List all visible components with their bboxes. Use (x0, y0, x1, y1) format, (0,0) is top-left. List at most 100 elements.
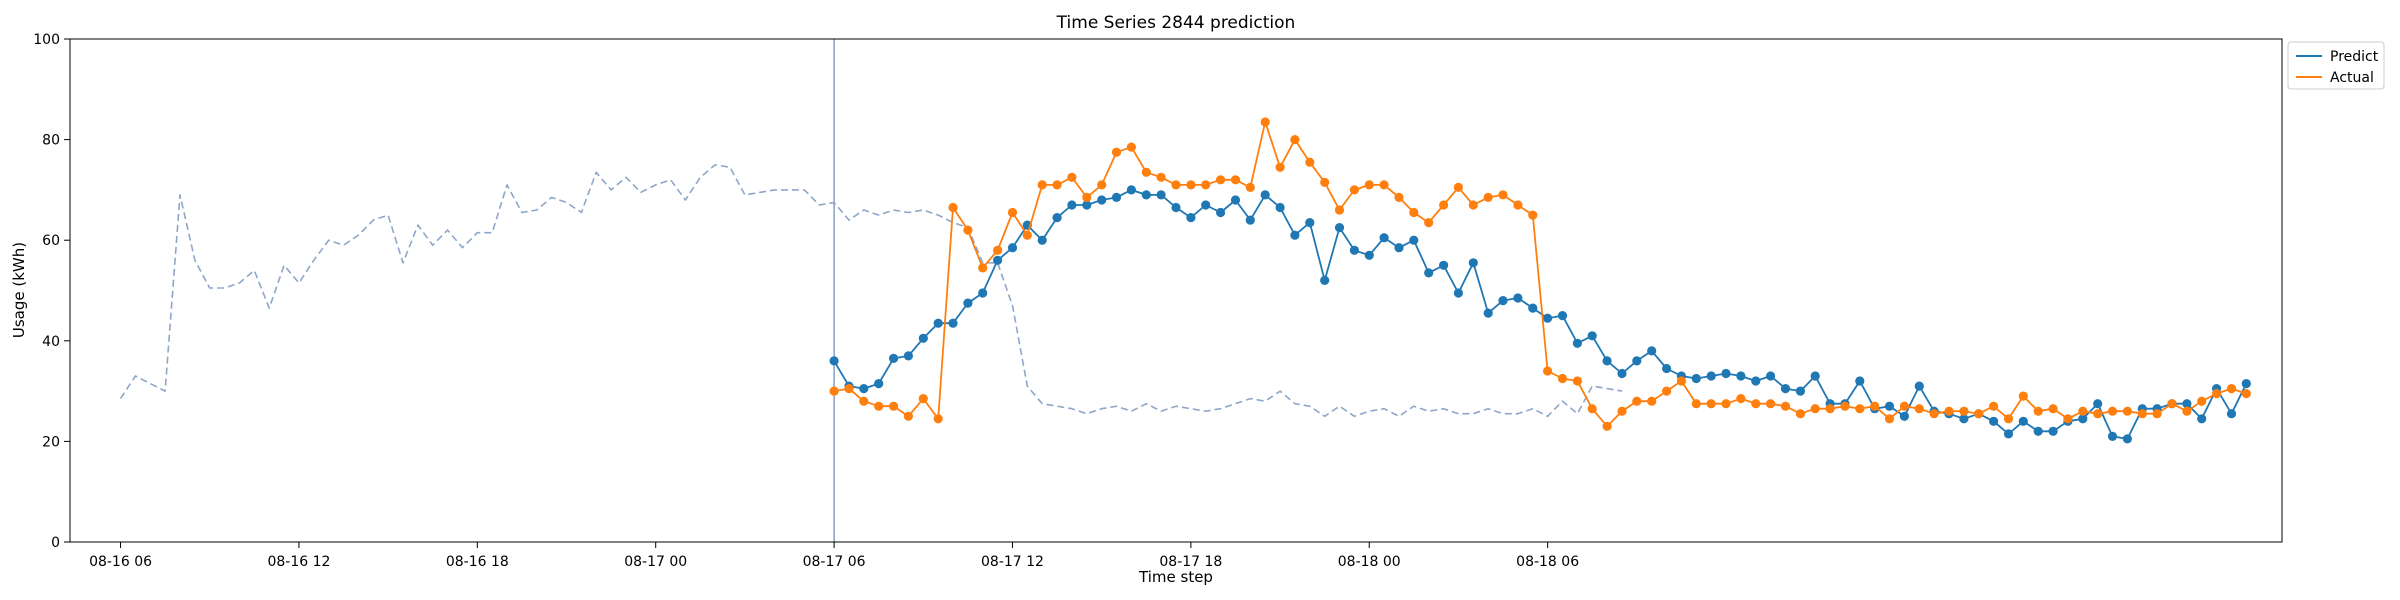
actual-point (1483, 192, 1493, 202)
actual-point (1780, 401, 1791, 411)
actual-point (1572, 376, 1582, 386)
history-series-line (119, 164, 1623, 418)
actual-point (1052, 180, 1062, 190)
predict-point (1007, 243, 1018, 253)
actual-point (1884, 414, 1895, 424)
y-tick-label: 100 (33, 32, 60, 48)
x-tick-label: 08-18 06 (1516, 554, 1579, 570)
y-tick-label: 40 (42, 334, 60, 350)
predict-point (1260, 190, 1270, 200)
actual-point (948, 202, 958, 213)
actual-point (1007, 207, 1018, 218)
actual-point (1676, 376, 1686, 386)
predict-point (829, 356, 839, 366)
predict-point (1513, 293, 1523, 303)
chart-title: Time Series 2844 prediction (1056, 13, 1296, 33)
actual-point (1795, 409, 1805, 419)
predict-point (1706, 371, 1716, 381)
predict-point (1037, 235, 1047, 245)
actual-point (1082, 192, 1092, 202)
actual-point (2152, 409, 2162, 419)
actual-point (2048, 404, 2058, 414)
actual-point (2241, 389, 2251, 399)
actual-point (2212, 389, 2222, 399)
predict-point (2033, 426, 2043, 436)
predict-point (1884, 401, 1895, 411)
actual-point (1736, 394, 1746, 404)
x-axis-label: Time step (1138, 568, 1213, 586)
predict-point (1572, 338, 1582, 348)
predict-point (1691, 373, 1701, 384)
actual-point (1171, 180, 1181, 190)
predict-point (1736, 371, 1746, 381)
predict-point (859, 384, 869, 394)
predict-point (1453, 288, 1463, 298)
predict-point (1379, 233, 1389, 243)
actual-point (1810, 404, 1820, 414)
actual-point (2167, 399, 2177, 409)
predict-point (1855, 376, 1865, 386)
predict-point (978, 288, 988, 298)
actual-point (1840, 401, 1850, 411)
x-tick-label: 08-17 18 (1159, 554, 1222, 570)
actual-point (2003, 414, 2014, 424)
actual-point (1275, 162, 1285, 172)
predict-point (1111, 192, 1122, 202)
predict-point (2107, 431, 2118, 441)
actual-point (1751, 399, 1761, 409)
predict-point (2093, 399, 2103, 409)
actual-point (1944, 406, 1954, 416)
actual-point (2018, 391, 2028, 401)
actual-point (1067, 172, 1077, 182)
actual-point (1409, 207, 1419, 218)
x-tick-label: 08-17 00 (624, 554, 687, 570)
actual-point (1929, 409, 1939, 419)
predict-point (1810, 371, 1820, 381)
predict-point (874, 379, 884, 389)
x-tick-label: 08-16 18 (446, 554, 509, 570)
actual-point (1349, 185, 1359, 195)
actual-point (1394, 192, 1404, 202)
predict-point (1468, 258, 1478, 268)
tick-layer: 0 20 40 60 80 100 08-16 06 08-16 12 08-16 18 08-1… (33, 32, 1579, 570)
predict-point (2182, 399, 2192, 409)
actual-point (1305, 157, 1315, 167)
actual-point (1557, 373, 1568, 384)
actual-point (1691, 399, 1701, 409)
predict-point (1632, 356, 1642, 366)
actual-point (1899, 401, 1909, 411)
actual-point (1320, 177, 1330, 187)
actual-point (1364, 180, 1374, 190)
actual-point (2226, 384, 2237, 394)
actual-point (1216, 175, 1226, 185)
actual-point (1513, 200, 1523, 210)
predict-point (1617, 368, 1627, 379)
actual-point (1974, 409, 1984, 419)
x-tick-label: 08-16 06 (89, 554, 152, 570)
actual-point (2197, 396, 2207, 406)
predict-point (1424, 268, 1434, 278)
predict-point (1349, 245, 1359, 255)
predict-point (1275, 202, 1285, 213)
actual-point (1334, 205, 1345, 215)
actual-point (1201, 180, 1211, 190)
actual-point (1721, 399, 1731, 409)
legend-actual-label: Actual (2330, 70, 2374, 86)
predict-point (918, 333, 928, 343)
actual-point (1706, 399, 1716, 409)
actual-point (1111, 147, 1122, 157)
predict-point (1766, 371, 1776, 381)
predict-point (1126, 185, 1136, 195)
actual-point (1498, 190, 1508, 200)
predict-point (1201, 200, 1211, 210)
actual-point (1022, 230, 1032, 240)
predict-point (1914, 381, 1924, 391)
predict-point (1082, 200, 1092, 210)
predict-point (1795, 386, 1805, 396)
predict-point (1305, 218, 1315, 228)
actual-point (2063, 414, 2073, 424)
predict-point (1602, 356, 1612, 366)
y-tick-label: 20 (42, 434, 60, 450)
predict-point (1156, 190, 1166, 200)
actual-point (889, 401, 899, 411)
